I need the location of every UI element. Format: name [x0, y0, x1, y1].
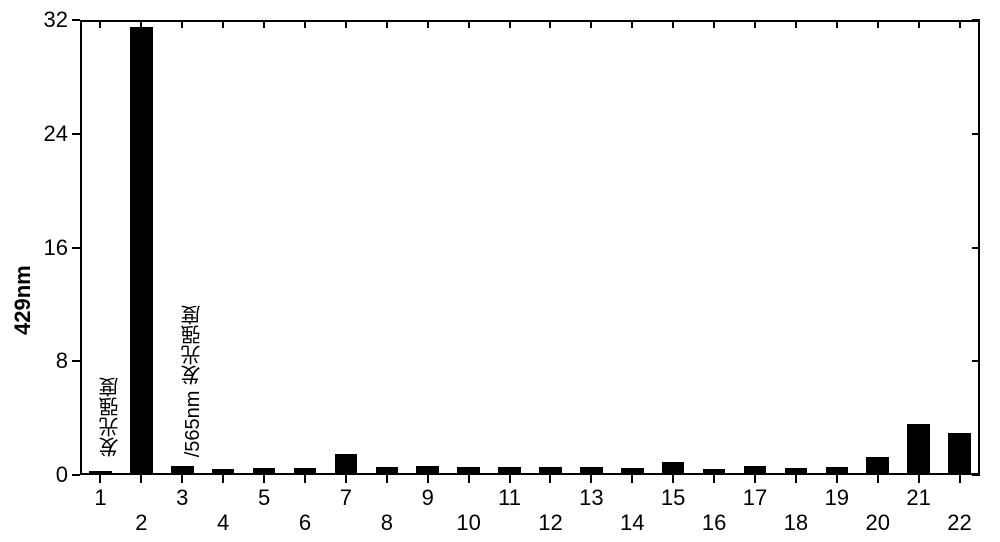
bar [826, 467, 849, 475]
x-tick [263, 475, 265, 483]
x-tick-label: 19 [825, 485, 849, 511]
bar [539, 467, 562, 475]
y-tick-label: 24 [8, 121, 68, 147]
x-tick-label: 17 [743, 485, 767, 511]
x-tick-label: 3 [176, 485, 188, 511]
x-tick [222, 475, 224, 483]
x-tick-label: 16 [702, 510, 726, 536]
bar [253, 468, 276, 475]
bar [212, 469, 235, 475]
x-tick-label: 8 [381, 510, 393, 536]
bar [335, 454, 358, 475]
bar [416, 466, 439, 475]
x-tick [427, 475, 429, 483]
bar [171, 466, 194, 475]
x-tick-label: 2 [135, 510, 147, 536]
bars-layer [80, 20, 980, 475]
x-tick [713, 475, 715, 483]
x-tick [509, 475, 511, 483]
x-tick-label: 22 [947, 510, 971, 536]
y-tick [72, 474, 80, 476]
bar [948, 433, 971, 475]
x-tick-label: 11 [498, 485, 521, 511]
x-tick-label: 20 [865, 510, 889, 536]
x-tick [386, 475, 388, 483]
bar [580, 467, 603, 475]
y-tick-label: 8 [8, 348, 68, 374]
x-tick [836, 475, 838, 483]
bar [785, 468, 808, 475]
bar [703, 469, 726, 475]
bar [621, 468, 644, 475]
x-tick [181, 475, 183, 483]
bar [907, 424, 930, 475]
x-tick-label: 14 [620, 510, 644, 536]
x-tick [918, 475, 920, 483]
x-tick-label: 10 [456, 510, 480, 536]
x-tick [795, 475, 797, 483]
x-tick [672, 475, 674, 483]
bar [376, 467, 399, 475]
y-tick [72, 360, 80, 362]
bar [866, 457, 889, 475]
x-tick [140, 475, 142, 483]
x-tick [468, 475, 470, 483]
bar [130, 27, 153, 475]
y-tick [72, 19, 80, 21]
bar [294, 468, 317, 475]
bar [744, 466, 767, 475]
x-tick-label: 9 [422, 485, 434, 511]
y-tick [72, 133, 80, 135]
x-tick-label: 21 [906, 485, 930, 511]
x-tick [877, 475, 879, 483]
y-tick-label: 32 [8, 7, 68, 33]
y-tick-label: 0 [8, 462, 68, 488]
bar-chart: 429nm 08162432 1234567891011121314151617… [0, 0, 1000, 542]
x-tick [754, 475, 756, 483]
x-tick-label: 4 [217, 510, 229, 536]
x-tick [959, 475, 961, 483]
bar [457, 467, 480, 475]
x-tick-label: 5 [258, 485, 270, 511]
x-tick [590, 475, 592, 483]
bar [662, 462, 685, 476]
x-tick-label: 18 [784, 510, 808, 536]
x-tick [549, 475, 551, 483]
x-tick-label: 1 [94, 485, 106, 511]
x-tick [345, 475, 347, 483]
x-tick [99, 475, 101, 483]
bar [89, 471, 112, 475]
x-tick-label: 6 [299, 510, 311, 536]
x-tick [304, 475, 306, 483]
y-axis-title: 429nm [10, 265, 36, 335]
x-tick-label: 12 [538, 510, 562, 536]
y-tick-label: 16 [8, 235, 68, 261]
x-tick [631, 475, 633, 483]
x-tick-label: 13 [579, 485, 603, 511]
annotation-text: 发光强度 [96, 377, 125, 457]
x-tick-label: 7 [340, 485, 352, 511]
x-tick-label: 15 [661, 485, 685, 511]
annotation-text: /565nm 发光强度 [178, 305, 207, 457]
y-tick [72, 247, 80, 249]
bar [498, 467, 521, 475]
